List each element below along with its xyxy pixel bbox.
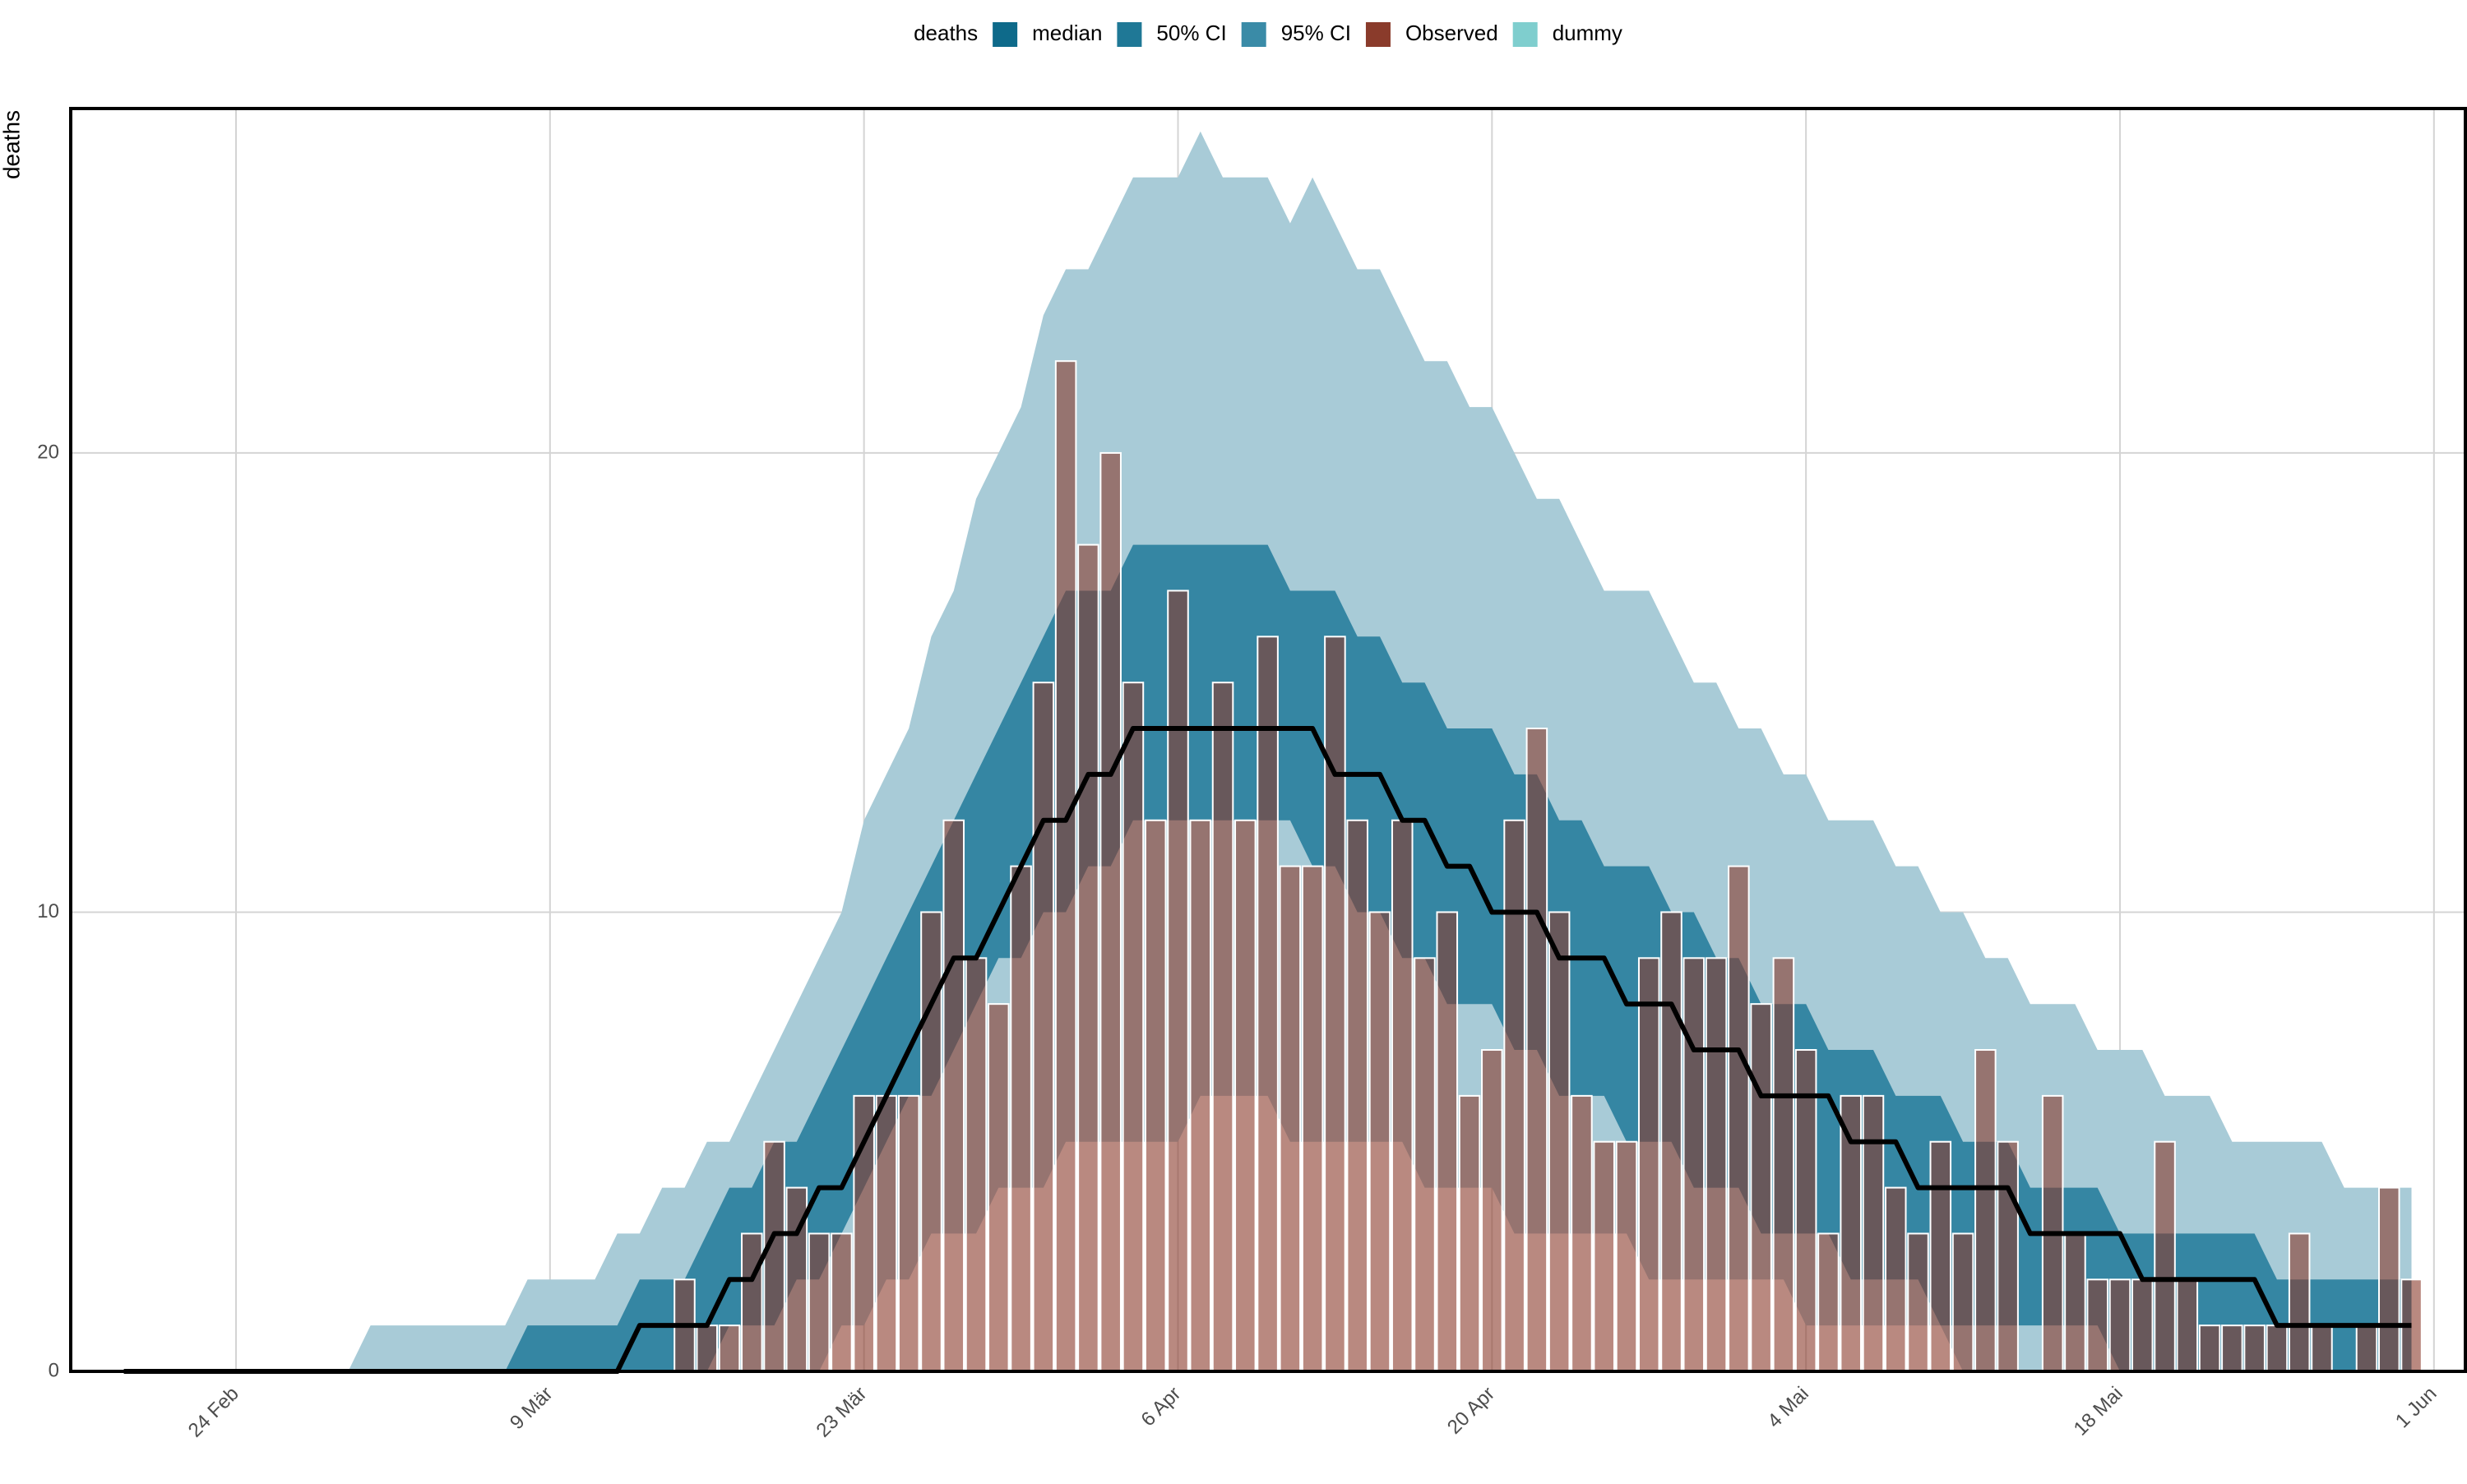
legend-swatch xyxy=(1241,22,1266,47)
bar xyxy=(1391,819,1414,1372)
bar xyxy=(2377,1186,2400,1372)
x-tick-label: 1 Jun xyxy=(2391,1383,2442,1433)
x-tick-label: 20 Apr xyxy=(1443,1383,1499,1439)
bar xyxy=(2108,1278,2131,1372)
bar xyxy=(1234,819,1257,1372)
legend-label: Observed xyxy=(1405,21,1498,45)
legend-swatch xyxy=(1512,22,1538,47)
y-axis-label: deaths xyxy=(0,110,24,179)
bar xyxy=(2221,1325,2243,1373)
bar xyxy=(1167,589,1189,1372)
x-tick-label: 6 Apr xyxy=(1137,1383,1186,1431)
bar xyxy=(808,1232,831,1373)
bar xyxy=(1436,911,1459,1373)
bar xyxy=(696,1325,719,1373)
y-tick-label: 0 xyxy=(49,1359,59,1381)
bar xyxy=(1077,543,1099,1372)
bar xyxy=(942,819,965,1372)
bar xyxy=(1660,911,1682,1373)
bar xyxy=(1929,1140,1952,1373)
bar xyxy=(2131,1278,2154,1372)
x-tick-label: 18 Mai xyxy=(2070,1383,2127,1440)
y-tick-label: 20 xyxy=(37,441,59,463)
bar xyxy=(988,1003,1010,1373)
bar xyxy=(920,911,942,1373)
bar xyxy=(1637,957,1660,1372)
bar xyxy=(2064,1232,2086,1373)
bar xyxy=(741,1232,763,1373)
legend-label: median xyxy=(1032,21,1102,45)
bar xyxy=(1525,728,1548,1372)
bar xyxy=(2154,1140,2176,1373)
legend-swatch xyxy=(993,22,1018,47)
bar xyxy=(1817,1232,1840,1373)
bar xyxy=(1750,1003,1772,1373)
bar xyxy=(2198,1325,2221,1373)
bar xyxy=(1728,865,1750,1372)
y-tick-label: 10 xyxy=(37,900,59,922)
bar xyxy=(1682,957,1706,1372)
bar xyxy=(1593,1140,1615,1373)
bar xyxy=(1503,819,1525,1372)
bar xyxy=(2243,1325,2266,1373)
bar xyxy=(1951,1232,1974,1373)
bar xyxy=(1211,682,1234,1372)
bar xyxy=(763,1140,785,1373)
bar xyxy=(1705,957,1728,1372)
bar xyxy=(1324,636,1346,1372)
bar xyxy=(1481,1049,1503,1372)
bar xyxy=(1571,1094,1593,1372)
bar xyxy=(1997,1140,2019,1373)
bar xyxy=(1907,1232,1929,1373)
bar xyxy=(2288,1232,2311,1373)
bar xyxy=(1301,865,1324,1372)
bar xyxy=(1772,957,1795,1372)
bar xyxy=(875,1094,898,1372)
plot-area xyxy=(123,131,2423,1374)
legend: deaths median 50% CI 95% CI Observed dummy xyxy=(914,21,1622,47)
bar xyxy=(897,1094,920,1372)
legend-swatch xyxy=(1117,22,1142,47)
ci-band xyxy=(123,544,2412,1371)
bar xyxy=(1414,957,1436,1372)
bar xyxy=(2355,1325,2378,1373)
x-tick-label: 23 Mär xyxy=(812,1383,871,1442)
legend-label: dummy xyxy=(1553,21,1622,45)
bar xyxy=(1054,360,1077,1373)
bar xyxy=(2266,1325,2289,1373)
bar xyxy=(1794,1049,1817,1372)
bar xyxy=(1974,1049,1997,1372)
legend-title: deaths xyxy=(914,21,978,45)
bar xyxy=(1862,1094,1885,1372)
bar xyxy=(2086,1278,2108,1372)
bar xyxy=(1189,819,1212,1372)
plot-border xyxy=(69,107,2467,1373)
x-tick-label: 24 Feb xyxy=(184,1383,243,1442)
bar xyxy=(1458,1094,1481,1372)
bar xyxy=(1010,865,1032,1372)
bar xyxy=(1368,911,1391,1373)
bar xyxy=(2311,1325,2333,1373)
bar xyxy=(1122,682,1145,1372)
bar xyxy=(1279,865,1302,1372)
x-tick-label: 9 Mär xyxy=(506,1383,557,1434)
legend-label: 50% CI xyxy=(1156,21,1226,45)
bar xyxy=(2176,1278,2199,1372)
bar xyxy=(718,1325,741,1373)
bar xyxy=(1144,819,1167,1372)
bar xyxy=(1884,1186,1907,1372)
bar xyxy=(1032,682,1055,1372)
bar xyxy=(1615,1140,1638,1373)
legend-label: 95% CI xyxy=(1281,21,1351,45)
bar xyxy=(831,1232,853,1373)
x-tick-label: 4 Mai xyxy=(1763,1383,1813,1433)
bar xyxy=(1346,819,1368,1372)
bar xyxy=(1548,911,1571,1373)
bar xyxy=(1099,451,1122,1373)
bar xyxy=(965,957,988,1372)
legend-swatch xyxy=(1365,22,1391,47)
bar xyxy=(1257,636,1279,1372)
